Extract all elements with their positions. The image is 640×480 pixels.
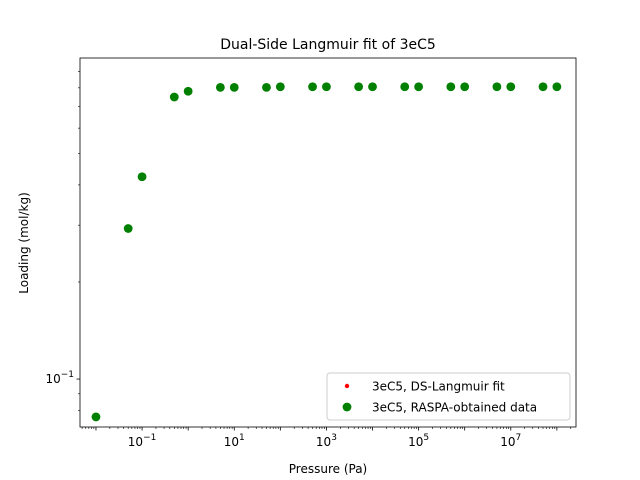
axes-frame: [79, 57, 577, 428]
x-tick-label: 101: [224, 433, 245, 449]
x-axis-ticks: 10−1 101 103 105 107: [81, 427, 572, 449]
y-tick-label: 10−1: [45, 370, 74, 386]
data-point-series-1: [275, 82, 285, 92]
x-axis-label: Pressure (Pa): [289, 462, 367, 476]
x-tick-label: 107: [500, 433, 521, 449]
data-point-series-1: [354, 82, 364, 92]
data-point-series-1: [262, 82, 271, 92]
x-tick-label: 105: [408, 433, 429, 449]
legend-box: [326, 372, 571, 421]
legend-marker: [342, 402, 352, 412]
y-axis-ticks: 10−1: [45, 71, 80, 411]
data-point-series-1: [552, 82, 562, 92]
data-point-series-1: [538, 82, 548, 92]
data-point-series-1: [414, 82, 424, 92]
x-tick-label: 10−1: [128, 433, 157, 449]
x-tick-label: 103: [316, 433, 337, 449]
data-point-series-1: [215, 82, 225, 92]
legend: 3eC5, DS-Langmuir fit 3eC5, RASPA-obtaine…: [326, 372, 571, 421]
data-point-series-1: [322, 82, 331, 92]
legend-marker: [344, 383, 350, 389]
data-point-series-1: [368, 82, 377, 92]
data-point-series-1: [400, 82, 410, 92]
legend-label: 3eC5, RASPA-obtained data: [372, 401, 537, 415]
data-point-series-1: [137, 172, 147, 182]
data-point-series-1: [123, 224, 133, 233]
legend-label: 3eC5, DS-Langmuir fit: [372, 380, 505, 394]
data-point-series-1: [183, 86, 193, 96]
data-point-series-1: [460, 82, 470, 92]
data-point-series-1: [506, 82, 516, 92]
chart-title: Dual-Side Langmuir fit of 3eC5: [220, 37, 436, 53]
data-point-series-1: [229, 82, 239, 92]
data-point-series-1: [308, 82, 317, 92]
data-point-series-1: [169, 92, 179, 102]
data-point-series-1: [492, 82, 502, 92]
y-axis-label: Loading (mol/kg): [17, 192, 31, 294]
data-point-series-1: [446, 82, 456, 92]
data-point-series-1: [91, 412, 101, 422]
plot-area: [91, 82, 562, 422]
